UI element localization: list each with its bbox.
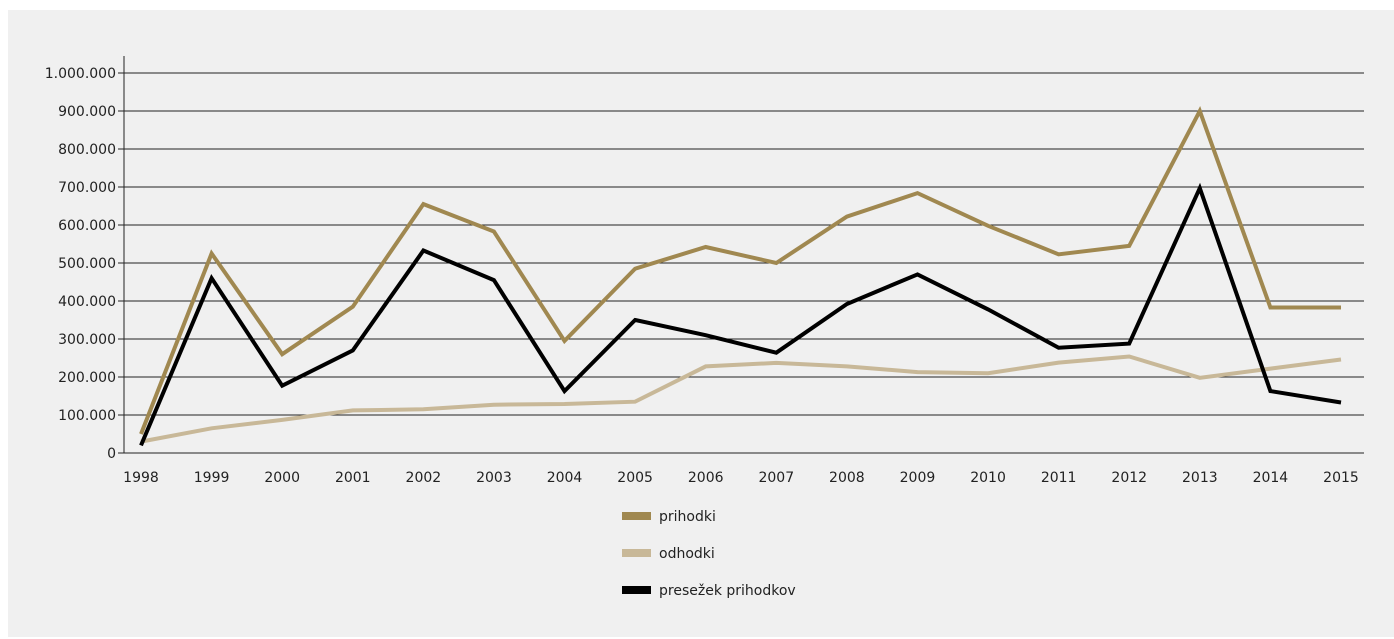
legend-swatch [622, 512, 651, 520]
x-tick-label: 2014 [1253, 470, 1289, 486]
y-tick-label: 600.000 [58, 218, 116, 234]
x-tick-label: 2011 [1041, 470, 1077, 486]
x-tick-label: 2008 [829, 470, 865, 486]
series-lines [139, 106, 1342, 447]
x-axis-tick-labels: 1998 1999 2000 2001 2002 2003 2004 2005 2006 2007… [123, 470, 1359, 486]
legend: prihodki odhodki presežek prihodkov [622, 509, 796, 599]
y-tick-label: 700.000 [58, 180, 116, 196]
legend-label: presežek prihodkov [659, 583, 796, 599]
line-chart: 0 100.000 200.000 300.000 400.000 500.000 600.… [45, 56, 1364, 599]
y-tick-label: 1.000.000 [45, 66, 116, 82]
legend-label: prihodki [659, 509, 716, 525]
y-tick-label: 300.000 [58, 332, 116, 348]
x-tick-label: 2012 [1111, 470, 1147, 486]
y-tick-label: 200.000 [58, 370, 116, 386]
x-tick-label: 1999 [194, 470, 230, 486]
x-tick-label: 2010 [970, 470, 1006, 486]
y-tick-label: 500.000 [58, 256, 116, 272]
legend-swatch [622, 549, 651, 557]
gridlines [118, 72, 1364, 454]
series-line-2 [139, 182, 1342, 447]
y-tick-label: 100.000 [58, 408, 116, 424]
x-tick-label: 2007 [758, 470, 794, 486]
x-tick-label: 1998 [123, 470, 159, 486]
chart-panel: 0 100.000 200.000 300.000 400.000 500.000 600.… [8, 10, 1394, 637]
series-line-0 [139, 106, 1341, 435]
y-tick-label: 0 [107, 446, 116, 462]
y-tick-label: 400.000 [58, 294, 116, 310]
y-tick-label: 900.000 [58, 104, 116, 120]
x-tick-label: 2003 [476, 470, 512, 486]
legend-label: odhodki [659, 546, 715, 562]
x-tick-label: 2001 [335, 470, 371, 486]
x-tick-label: 2013 [1182, 470, 1218, 486]
y-tick-label: 800.000 [58, 142, 116, 158]
legend-swatch [622, 586, 651, 594]
y-axis-tick-labels: 0 100.000 200.000 300.000 400.000 500.000 600.… [45, 66, 116, 462]
x-tick-label: 2002 [406, 470, 442, 486]
x-tick-label: 2006 [688, 470, 724, 486]
series-line-1 [140, 354, 1342, 444]
x-tick-label: 2015 [1323, 470, 1359, 486]
x-tick-label: 2009 [900, 470, 936, 486]
x-tick-label: 2000 [264, 470, 300, 486]
x-tick-label: 2005 [617, 470, 653, 486]
x-tick-label: 2004 [547, 470, 583, 486]
